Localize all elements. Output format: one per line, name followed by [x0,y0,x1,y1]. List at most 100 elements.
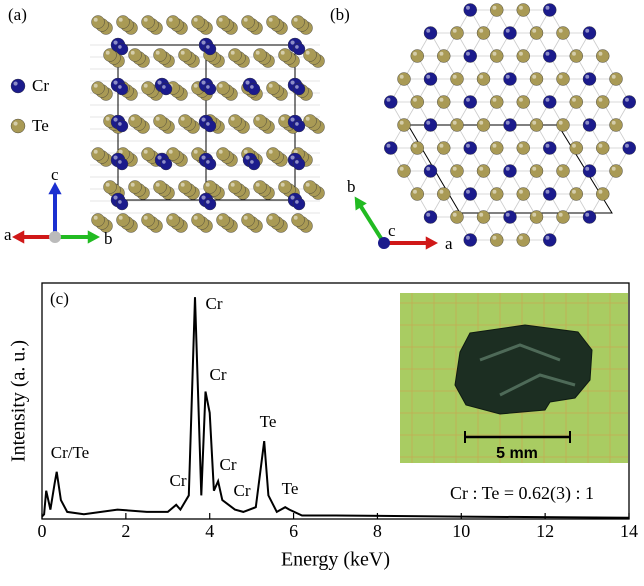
atom [423,72,438,86]
atom-highlight [532,212,537,217]
atom-highlight [598,97,603,102]
atom-highlight [193,149,198,154]
atom-highlight [168,17,173,22]
atom-highlight [250,85,254,89]
peak-label: Cr [206,294,223,313]
atom-highlight [280,116,285,121]
atom [516,187,530,201]
atom-highlight [305,50,310,55]
atom [410,187,424,201]
atom [153,48,167,62]
atom-highlight [157,80,162,85]
spectrum-line [41,297,630,519]
atom-highlight [413,51,417,56]
panel-label: (b) [330,5,350,24]
atom-highlight [280,50,285,55]
arrow-head [87,230,100,244]
atom [115,119,129,133]
atom-highlight [105,50,110,55]
atom [582,72,597,86]
atom [569,49,583,63]
atom [503,26,517,40]
atom [128,48,142,62]
atom [159,82,173,96]
atom-highlight [193,215,198,220]
atom [266,15,280,29]
atom [115,82,129,96]
atom [622,95,636,109]
atom-highlight [155,116,160,121]
axis-letter: a [4,225,12,244]
atom-highlight [130,50,135,55]
atom [91,81,105,95]
atom-highlight [413,143,417,148]
atom-highlight [625,143,629,148]
atom [303,180,317,194]
atom-highlight [113,80,118,85]
atom-highlight [230,50,235,55]
atom [543,95,557,109]
atom-highlight [585,166,590,171]
crystal-shine [479,343,576,397]
atom-highlight [492,51,497,56]
atom [503,118,517,132]
atom [490,95,504,109]
atom [128,180,142,194]
atom-highlight [180,50,185,55]
atom-highlight [118,122,122,126]
atom [116,15,130,29]
atom-highlight [118,17,123,22]
atom [516,233,530,247]
atom-highlight [479,74,484,79]
atom-highlight [572,97,576,102]
atom [115,197,129,211]
x-tick-label: 8 [373,521,382,541]
atom [609,164,623,178]
peak-label: Te [260,412,277,431]
atom [141,15,155,29]
atom-highlight [293,215,298,220]
atom [203,180,217,194]
atom [216,81,230,95]
atom-highlight [155,50,160,55]
atom-highlight [290,80,295,85]
atom-highlight [492,189,497,194]
atom-highlight [625,97,629,102]
atom [543,3,557,17]
atom [516,3,530,17]
x-tick-label: 4 [205,521,214,541]
atom [247,82,261,96]
arrow-head [425,236,438,250]
atom [216,147,230,161]
atom [292,119,306,133]
atom-highlight [268,149,273,154]
atom-highlight [598,51,603,56]
atom-highlight [519,97,523,102]
atom-highlight [243,17,248,22]
plot-frame [41,282,630,520]
atom-highlight [243,149,248,154]
atom-highlight [93,83,98,88]
atom [582,118,597,132]
atom [450,210,464,224]
atom-highlight [193,17,198,22]
atom [278,180,292,194]
atom-highlight [545,5,550,10]
atom-highlight [492,235,497,240]
atom-highlight [280,182,285,187]
atom [476,210,491,224]
atom [476,72,491,86]
atom [529,164,544,178]
atom-highlight [532,28,537,33]
atom [529,26,544,40]
atom [178,114,192,128]
atom-highlight [118,160,122,164]
peak-label: Cr [170,471,187,490]
atom [253,114,267,128]
atom-highlight [268,17,273,22]
atom-highlight [585,212,590,217]
atom-highlight [130,182,135,187]
atom [228,48,242,62]
atom [128,114,142,128]
